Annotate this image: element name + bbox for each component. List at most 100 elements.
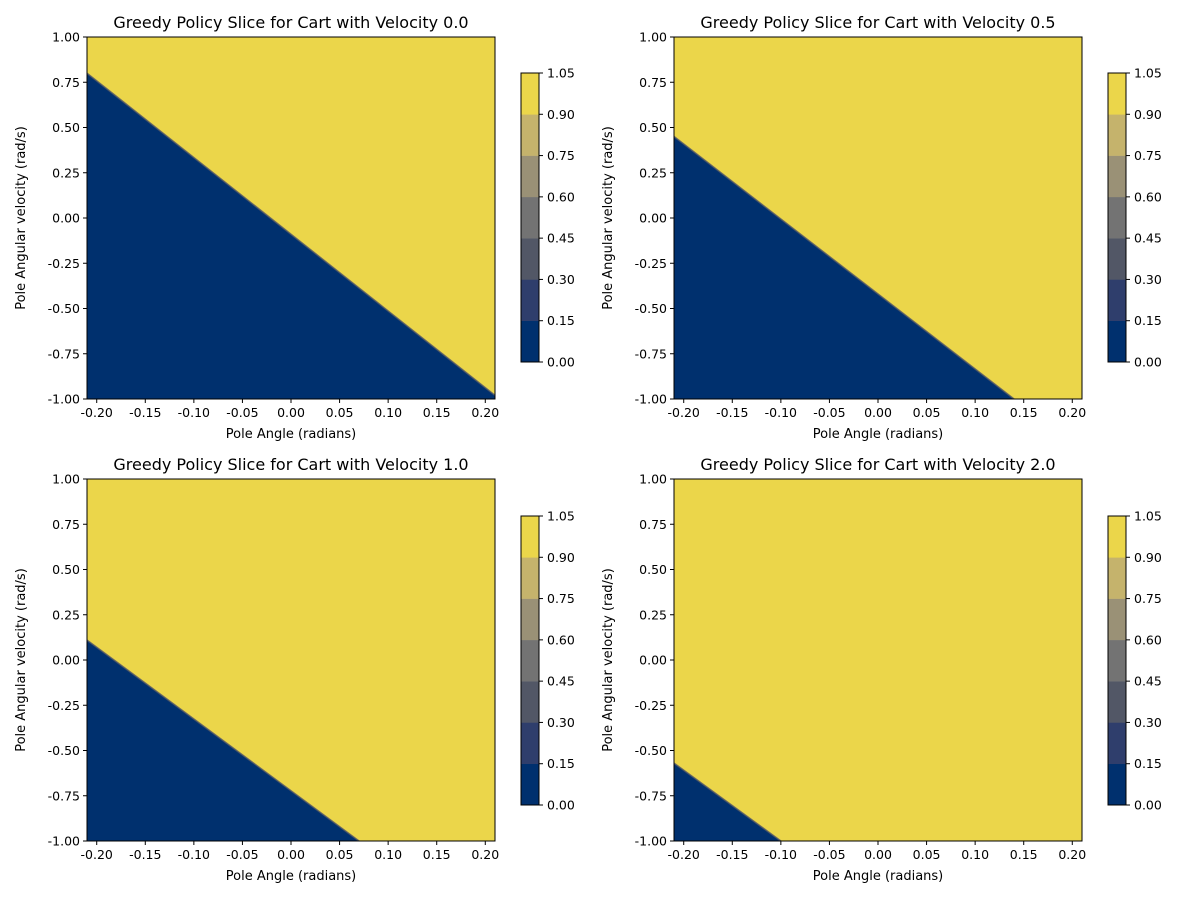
y-tick-label: -0.75 xyxy=(635,346,667,361)
y-tick-label: -0.50 xyxy=(48,301,80,316)
colorbar-frame xyxy=(520,72,540,363)
decision-boundary xyxy=(87,72,495,397)
x-tick-label: -0.10 xyxy=(765,847,797,862)
x-tick-label: 0.15 xyxy=(1010,405,1038,420)
x-tick-label: 0.00 xyxy=(864,847,892,862)
y-tick-label: 0.00 xyxy=(52,653,80,668)
colorbar-tick-label: 0.75 xyxy=(1134,591,1162,606)
y-axis-label: Pole Angular velocity (rad/s) xyxy=(601,126,616,310)
decision-boundary xyxy=(674,762,782,841)
colorbar-band xyxy=(521,279,539,322)
colorbar-frame xyxy=(520,515,540,806)
colorbar-band xyxy=(1108,557,1126,599)
colorbar-band xyxy=(521,155,539,198)
y-tick-label: -1.00 xyxy=(48,392,80,407)
colorbar-tick-label: 0.15 xyxy=(1134,756,1162,771)
colorbar-band xyxy=(1108,238,1126,280)
colorbar-tick-label: 0.75 xyxy=(1134,148,1162,163)
y-tick-label: -0.25 xyxy=(48,256,80,271)
colorbar-tick-label: 0.45 xyxy=(547,231,575,246)
colorbar-tick-label: 0.30 xyxy=(1134,715,1162,730)
x-tick-label: 0.20 xyxy=(1058,405,1086,420)
colorbar-tick-label: 0.30 xyxy=(547,272,575,287)
colorbar-band xyxy=(1108,155,1126,198)
subplot-4: -0.20 -0.15 -0.10 -0.05 0.00 0.05 0.10 0.15 0.20… xyxy=(601,455,1162,884)
decision-boundary xyxy=(87,639,360,841)
y-tick-label: -1.00 xyxy=(635,834,667,849)
x-tick-label: 0.10 xyxy=(961,405,989,420)
colorbar-band xyxy=(521,598,539,641)
colorbar-tick-label: 0.90 xyxy=(547,107,575,122)
colorbar-band xyxy=(1108,681,1126,723)
colorbar-tick-label: 0.90 xyxy=(1134,107,1162,122)
y-tick-label: -0.25 xyxy=(635,698,667,713)
y-tick-label: 0.25 xyxy=(639,607,667,622)
colorbar-band xyxy=(1108,320,1126,363)
x-tick-label: 0.15 xyxy=(423,405,451,420)
x-tick-label: 0.05 xyxy=(913,847,941,862)
x-axis-label: Pole Angle (radians) xyxy=(226,427,357,442)
y-tick-label: -0.75 xyxy=(48,788,80,803)
colorbar-tick-label: 0.60 xyxy=(547,632,575,647)
y-tick-label: -0.50 xyxy=(635,301,667,316)
x-tick-label: -0.10 xyxy=(178,405,210,420)
y-tick-label: 0.75 xyxy=(639,75,667,90)
colorbar-tick-label: 0.45 xyxy=(1134,674,1162,689)
x-tick-label: 0.10 xyxy=(374,405,402,420)
x-tick-label: -0.15 xyxy=(716,405,748,420)
decision-boundary xyxy=(674,135,1015,399)
subplot-1: -0.20 -0.15 -0.10 -0.05 0.00 0.05 0.10 0.15 0.20… xyxy=(14,13,575,442)
x-tick-label: 0.00 xyxy=(277,847,305,862)
colorbar-band xyxy=(521,73,539,115)
colorbar-band xyxy=(521,114,539,156)
colorbar-tick-label: 0.75 xyxy=(547,591,575,606)
x-axis-label: Pole Angle (radians) xyxy=(226,869,357,884)
x-tick-label: 0.20 xyxy=(471,405,499,420)
y-tick-label: -1.00 xyxy=(635,392,667,407)
y-tick-label: 0.00 xyxy=(52,211,80,226)
y-axis-label: Pole Angular velocity (rad/s) xyxy=(14,568,29,752)
x-tick-label: 0.00 xyxy=(277,405,305,420)
colorbar: 0.00 0.15 0.30 0.45 0.60 0.75 0.90 1.05 xyxy=(1107,509,1162,813)
colorbar-band xyxy=(521,763,539,806)
colorbar-tick-label: 0.00 xyxy=(547,355,575,370)
colorbar-band xyxy=(521,557,539,599)
colorbar-band xyxy=(1108,73,1126,115)
x-tick-label: 0.20 xyxy=(471,847,499,862)
x-tick-label: -0.05 xyxy=(226,847,258,862)
y-tick-label: 0.75 xyxy=(52,517,80,532)
x-axis-label: Pole Angle (radians) xyxy=(813,869,944,884)
x-tick-label: -0.05 xyxy=(226,405,258,420)
colorbar-band xyxy=(1108,722,1126,765)
colorbar-tick-label: 1.05 xyxy=(547,509,575,524)
colorbar-frame xyxy=(1107,515,1127,806)
x-tick-label: -0.10 xyxy=(178,847,210,862)
colorbar-tick-label: 0.60 xyxy=(1134,632,1162,647)
y-tick-label: -0.75 xyxy=(635,788,667,803)
y-tick-label: 1.00 xyxy=(639,472,667,487)
colorbar-tick-label: 0.45 xyxy=(1134,231,1162,246)
y-tick-label: 0.25 xyxy=(639,165,667,180)
colorbar-tick-label: 0.60 xyxy=(1134,189,1162,204)
y-tick-label: -0.50 xyxy=(635,743,667,758)
colorbar-band xyxy=(1108,598,1126,641)
colorbar-band xyxy=(521,196,539,239)
colorbar-tick-label: 0.45 xyxy=(547,674,575,689)
x-tick-label: 0.05 xyxy=(326,847,354,862)
colorbar-band xyxy=(521,681,539,723)
y-tick-label: 1.00 xyxy=(52,30,80,45)
y-tick-label: 0.75 xyxy=(52,75,80,90)
colorbar-frame xyxy=(1107,72,1127,363)
colorbar-tick-label: 0.00 xyxy=(1134,798,1162,813)
colorbar-tick-label: 0.90 xyxy=(547,550,575,565)
colorbar-tick-label: 0.60 xyxy=(547,189,575,204)
colorbar-tick-label: 0.75 xyxy=(547,148,575,163)
colorbar-tick-label: 1.05 xyxy=(1134,509,1162,524)
y-tick-label: 1.00 xyxy=(639,30,667,45)
x-tick-label: -0.15 xyxy=(716,847,748,862)
y-tick-label: 0.00 xyxy=(639,653,667,668)
y-tick-label: -0.25 xyxy=(48,698,80,713)
colorbar-band xyxy=(1108,763,1126,806)
x-tick-label: 0.15 xyxy=(1010,847,1038,862)
